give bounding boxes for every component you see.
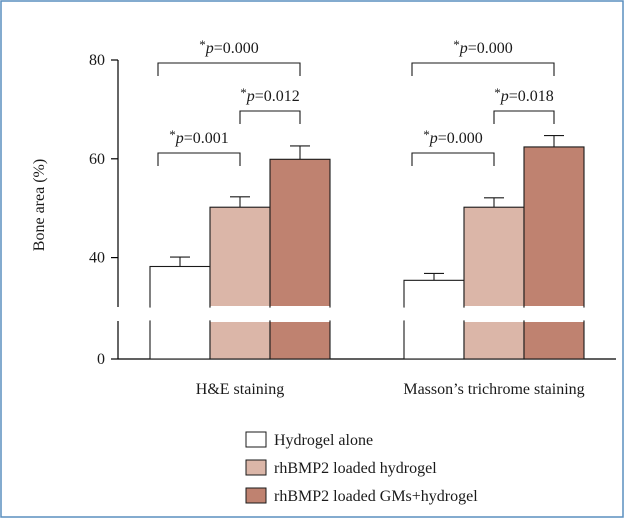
y-tick-label: 40	[89, 250, 105, 267]
significance-label: *p=0.000	[453, 37, 513, 57]
y-ticks: 80 60 40 0	[89, 52, 118, 368]
significance-value: =0.001	[184, 130, 229, 147]
legend: Hydrogel alone rhBMP2 loaded hydrogel rhBM…	[245, 431, 478, 505]
significance-star: *	[423, 127, 430, 142]
significance-bracket	[239, 110, 301, 124]
bars	[149, 135, 585, 360]
y-tick-label: 80	[89, 52, 105, 69]
significance-p: p	[175, 130, 184, 147]
legend-swatch	[245, 459, 267, 476]
bar-upper	[149, 265, 211, 308]
legend-swatch	[245, 431, 267, 448]
bar-upper	[209, 206, 271, 308]
bar-lower	[463, 320, 525, 360]
bar-upper	[269, 158, 331, 308]
significance-star: *	[169, 127, 176, 142]
significance-value: =0.018	[509, 88, 554, 105]
significance-star: *	[199, 37, 206, 52]
significance-brackets: *p=0.001*p=0.012*p=0.000*p=0.000*p=0.018…	[157, 37, 555, 166]
bar-lower	[149, 320, 211, 360]
significance-star: *	[494, 85, 501, 100]
significance-value: =0.000	[438, 130, 483, 147]
bar-upper	[463, 206, 525, 308]
y-tick-label: 0	[97, 351, 105, 368]
significance-label: *p=0.000	[423, 127, 483, 147]
y-axis-label: Bone area (%)	[31, 159, 48, 251]
significance-bracket	[493, 110, 555, 124]
significance-value: =0.000	[468, 40, 513, 57]
bar-lower	[403, 320, 465, 360]
significance-p: p	[205, 40, 214, 57]
bar-upper	[403, 279, 465, 308]
significance-star: *	[453, 37, 460, 52]
legend-label: Hydrogel alone	[274, 432, 373, 449]
significance-star: *	[240, 85, 247, 100]
significance-p: p	[459, 40, 468, 57]
significance-bracket	[411, 62, 555, 76]
significance-label: *p=0.000	[199, 37, 259, 57]
significance-p: p	[500, 88, 509, 105]
significance-bracket	[157, 152, 241, 166]
significance-bracket	[411, 152, 495, 166]
bar-lower	[269, 320, 331, 360]
category-label: Masson’s trichrome staining	[403, 381, 584, 398]
significance-bracket	[157, 62, 301, 76]
significance-label: *p=0.001	[169, 127, 229, 147]
bar-lower	[209, 320, 271, 360]
category-labels: H&E staining Masson’s trichrome staining	[196, 381, 585, 398]
category-label: H&E staining	[196, 381, 284, 398]
significance-label: *p=0.012	[240, 85, 300, 105]
legend-swatch	[245, 487, 267, 504]
legend-label: rhBMP2 loaded GMs+hydrogel	[274, 488, 478, 505]
bar-lower	[523, 320, 585, 360]
y-tick-label: 60	[89, 151, 105, 168]
bar-upper	[523, 146, 585, 308]
legend-label: rhBMP2 loaded hydrogel	[274, 460, 437, 477]
significance-p: p	[246, 88, 255, 105]
significance-value: =0.000	[214, 40, 259, 57]
significance-label: *p=0.018	[494, 85, 554, 105]
significance-p: p	[429, 130, 438, 147]
significance-value: =0.012	[255, 88, 300, 105]
